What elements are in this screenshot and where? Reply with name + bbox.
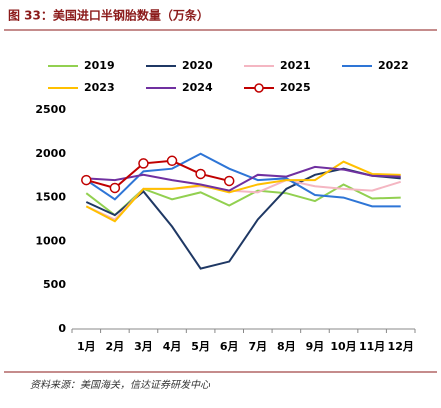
series-line — [86, 165, 401, 192]
x-tick-label: 5月 — [191, 340, 210, 353]
y-tick-label: 2500 — [35, 103, 66, 116]
x-tick-label: 6月 — [220, 340, 239, 353]
x-tick-label: 12月 — [388, 340, 414, 353]
legend-label: 2020 — [182, 59, 213, 72]
point-marker — [166, 155, 178, 167]
point-marker — [81, 174, 92, 186]
x-tick-label: 8月 — [277, 340, 296, 353]
source-note: 资料来源：美国海关，信达证券研发中心 — [30, 379, 211, 391]
legend-label: 2024 — [182, 81, 213, 94]
x-tick-label: 3月 — [134, 340, 153, 353]
point-marker — [195, 168, 206, 180]
y-tick-label: 0 — [58, 322, 66, 335]
y-tick-label: 1500 — [35, 191, 66, 204]
point-marker — [109, 182, 121, 194]
series-line — [86, 159, 230, 190]
x-tick-label: 11月 — [359, 340, 385, 353]
x-tick-label: 9月 — [306, 340, 325, 353]
legend-marker — [254, 83, 264, 93]
legend-label: 2021 — [280, 59, 311, 72]
legend-label: 2023 — [84, 81, 115, 94]
y-tick-label: 1000 — [35, 234, 66, 247]
point-marker — [138, 158, 149, 169]
chart-title: 图 33：美国进口半钢胎数量（万条） — [8, 8, 209, 23]
x-tick-label: 1月 — [77, 340, 96, 353]
x-tick-label: 7月 — [248, 340, 267, 353]
x-tick-label: 2月 — [106, 340, 125, 353]
x-tick-label: 4月 — [163, 340, 182, 353]
legend-label: 2022 — [378, 59, 409, 72]
series-line — [85, 160, 401, 223]
legend-label: 2019 — [84, 59, 115, 72]
point-marker — [223, 175, 235, 187]
x-tick-label: 10月 — [330, 340, 356, 353]
legend-label: 2025 — [280, 81, 311, 94]
y-tick-label: 500 — [43, 278, 66, 291]
y-tick-label: 2000 — [35, 147, 66, 160]
